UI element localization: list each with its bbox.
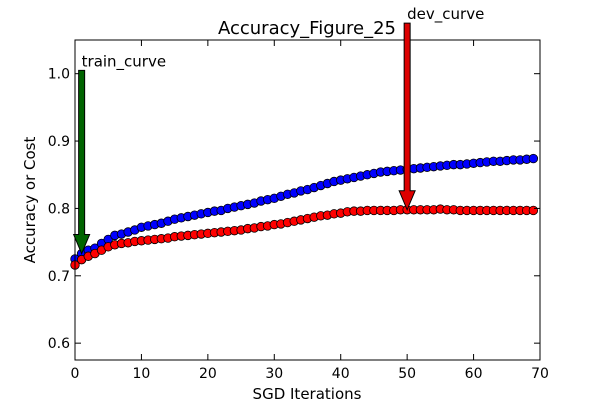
x-tick-label: 30 — [265, 366, 283, 382]
x-tick-label: 70 — [531, 366, 549, 382]
annotations-layer: train_curve dev_curve — [72, 5, 484, 255]
x-tick-label: 0 — [71, 366, 80, 382]
y-tick-label: 0.6 — [48, 336, 70, 352]
x-axis-title: SGD Iterations — [253, 385, 362, 400]
y-tick-label: 1.0 — [48, 67, 70, 83]
plot-area-frame — [74, 39, 541, 361]
train-curve-point — [528, 153, 539, 164]
y-tick-label: 0.8 — [48, 201, 70, 217]
x-tick-label: 40 — [332, 366, 350, 382]
axis-ticks-layer: 0 10 20 30 40 50 60 70 0.6 0.7 0.8 0.9 1.0 — [48, 40, 549, 382]
x-tick-label: 20 — [199, 366, 217, 382]
data-points-layer — [70, 153, 539, 270]
train-curve-arrow — [72, 69, 91, 255]
dev-curve-arrow — [398, 22, 416, 212]
chart-title: Accuracy_Figure_25 — [218, 18, 396, 39]
x-tick-label: 10 — [133, 366, 151, 382]
x-tick-label: 60 — [465, 366, 483, 382]
dev-curve-annotation-label: dev_curve — [407, 5, 484, 24]
y-axis-title: Accuracy or Cost — [21, 137, 39, 264]
y-tick-label: 0.7 — [48, 269, 70, 285]
dev-curve-point — [528, 205, 539, 216]
y-tick-label: 0.9 — [48, 134, 70, 150]
train-curve-annotation-label: train_curve — [82, 52, 166, 71]
x-tick-label: 50 — [398, 366, 416, 382]
